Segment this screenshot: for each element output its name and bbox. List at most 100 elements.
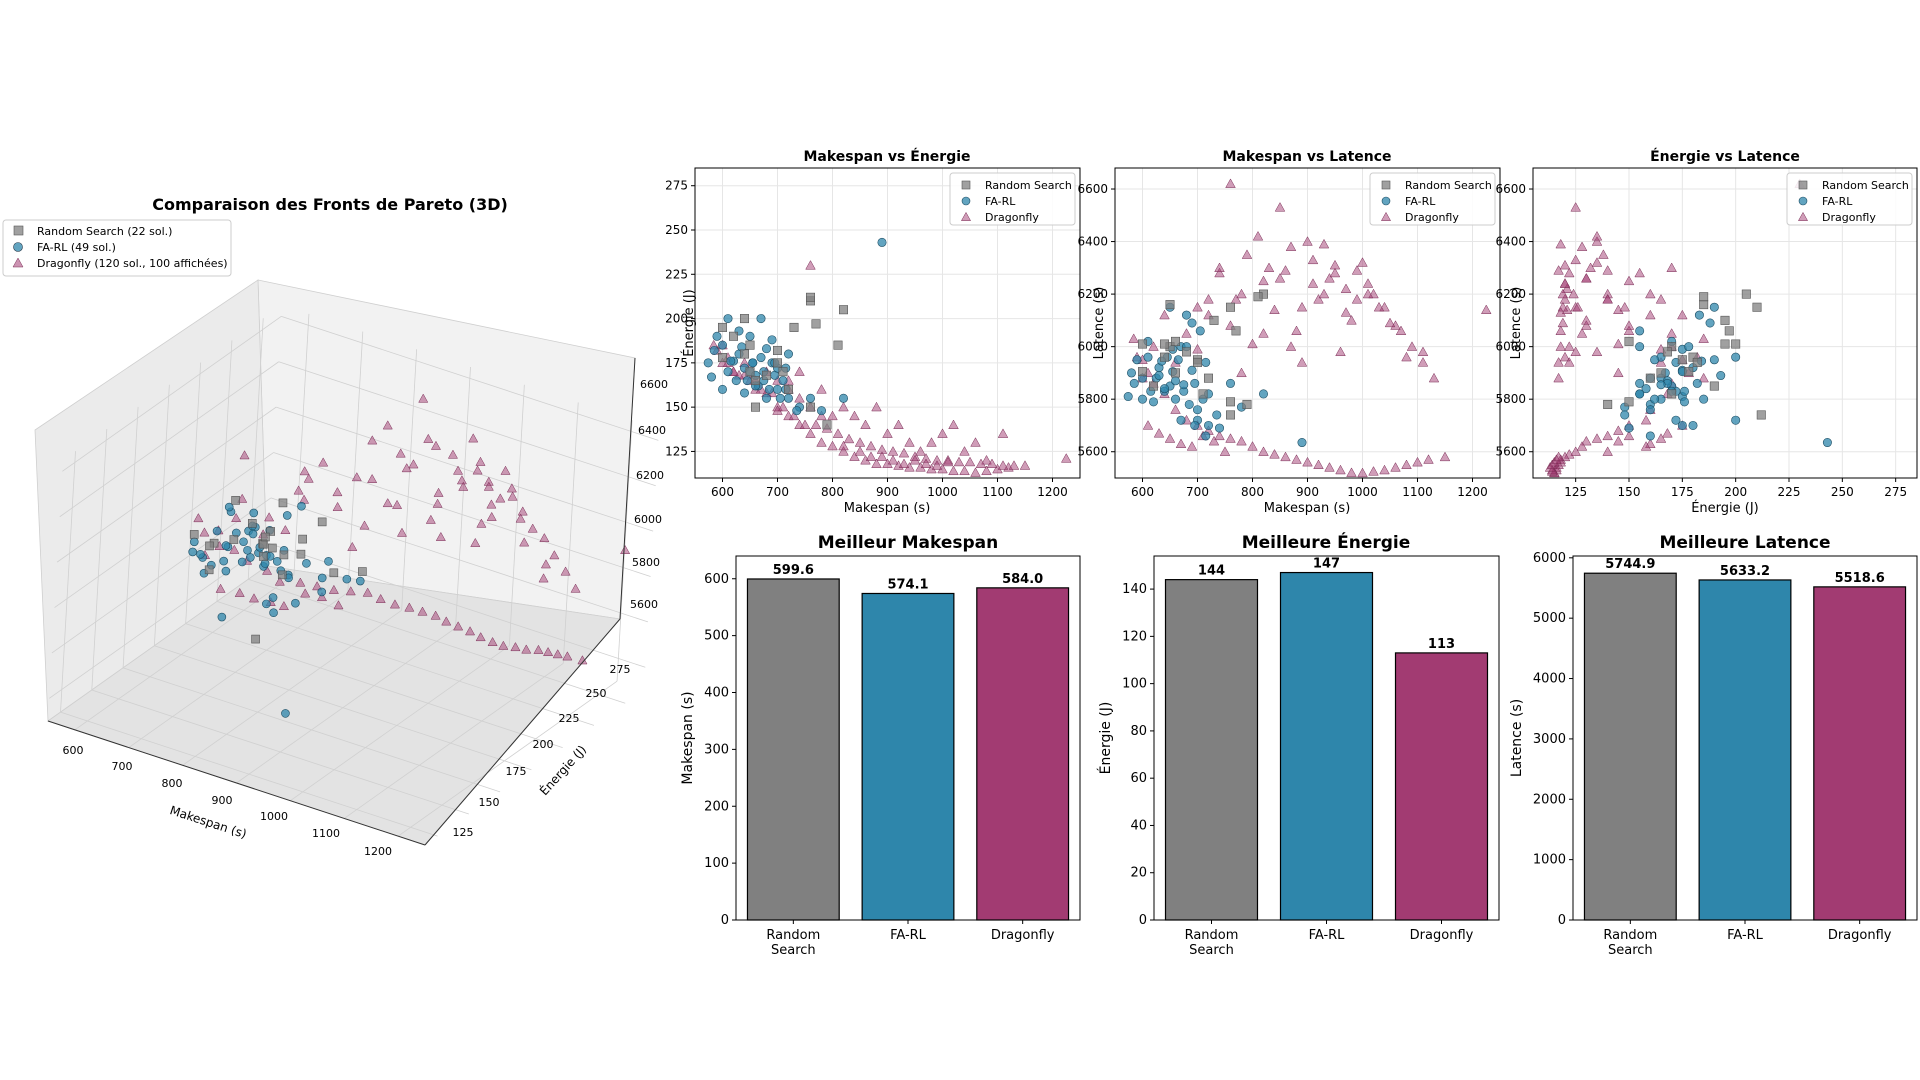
pareto-3d-legend: Random Search (22 sol.) FA-RL (49 sol.) … xyxy=(2,219,232,277)
dragonfly-point xyxy=(332,501,343,511)
x-tick-label: 175 xyxy=(1671,485,1694,499)
random-search-point xyxy=(1149,381,1159,391)
y-axis-label: Latence (s) xyxy=(1509,699,1525,777)
grid-line xyxy=(248,578,626,704)
grid-line xyxy=(236,627,456,784)
grid-line xyxy=(153,384,170,646)
fa-rl-point xyxy=(1692,378,1702,388)
fa-rl-point xyxy=(1709,355,1719,365)
fa-rl-point xyxy=(742,376,752,386)
random-search-point xyxy=(811,319,821,329)
dragonfly-point xyxy=(1318,238,1330,249)
scatter-points xyxy=(1544,178,1832,478)
dragonfly-point xyxy=(1307,254,1319,265)
dragonfly-point xyxy=(865,451,877,461)
y-tick-label: 6000 xyxy=(1533,551,1566,566)
random-search-point xyxy=(261,532,270,542)
dragonfly-point xyxy=(1598,249,1609,259)
dragonfly-point xyxy=(430,610,441,620)
pareto-3d-z-ticks: 5600 5800 6000 6200 6400 6600 xyxy=(630,378,668,611)
dragonfly-point xyxy=(472,465,483,475)
dragonfly-point xyxy=(827,410,838,421)
y-tick-label: 0 xyxy=(1558,913,1566,928)
dragonfly-point xyxy=(1280,265,1291,275)
dragonfly-point xyxy=(1581,315,1592,325)
random-search-point xyxy=(204,565,214,575)
dragonfly-point xyxy=(1613,435,1624,446)
pareto-3d-legend-dragonfly: Dragonfly (120 sol., 100 affichées) xyxy=(37,257,228,270)
pareto-3d-y-tick: 225 xyxy=(559,712,580,725)
fa-rl-point xyxy=(1688,420,1698,430)
y-tick-label: 175 xyxy=(665,356,688,370)
dragonfly-point xyxy=(805,260,816,270)
pareto-3d-y-ticks: 125 150 175 200 225 250 275 xyxy=(453,663,631,839)
dragonfly-point xyxy=(953,456,965,467)
meilleur-makespan-chart: Meilleur Makespan Makespan (s) 0 100 200 30… xyxy=(680,533,1081,958)
fa-rl-point xyxy=(1699,394,1709,404)
dragonfly-point xyxy=(299,466,310,476)
fa-rl-point xyxy=(1204,420,1214,430)
dragonfly-point xyxy=(948,465,959,476)
dragonfly-point xyxy=(362,587,373,597)
y-tick-label: 80 xyxy=(1130,724,1147,739)
dragonfly-point xyxy=(521,644,532,654)
fa-rl-point xyxy=(1132,355,1142,365)
x-tick-label: 800 xyxy=(1241,485,1264,499)
plot-border xyxy=(1114,167,1501,479)
dragonfly-point xyxy=(1613,338,1624,349)
random-search-point xyxy=(1603,399,1613,409)
dragonfly-point xyxy=(1357,467,1368,478)
dragonfly-point xyxy=(1269,449,1280,459)
dragonfly-point xyxy=(1285,241,1297,251)
dragonfly-point xyxy=(1219,446,1231,456)
dragonfly-point xyxy=(838,446,849,456)
dragonfly-point xyxy=(964,456,976,467)
legend-label: Dragonfly xyxy=(985,211,1039,224)
y-axis-label: Énergie (J) xyxy=(681,289,697,357)
dragonfly-point xyxy=(1585,262,1596,272)
dragonfly-point xyxy=(515,513,526,523)
x-tick-label: 1100 xyxy=(982,485,1013,499)
x-tick-label: 250 xyxy=(1831,485,1854,499)
dragonfly-point xyxy=(328,584,339,594)
fa-rl-point xyxy=(709,345,719,355)
fa-rl-point xyxy=(1184,399,1194,409)
legend-box xyxy=(1369,172,1496,226)
y-tick-label: 500 xyxy=(704,629,729,644)
fa-rl-point xyxy=(1226,378,1236,388)
random-search-point xyxy=(1692,357,1702,367)
dragonfly-point xyxy=(970,437,981,447)
dragonfly-point xyxy=(495,493,506,503)
dragonfly-point xyxy=(1591,433,1603,443)
dragonfly-point xyxy=(347,541,358,551)
pareto-3d-x-tick: 600 xyxy=(63,744,84,757)
y-tick-label: 3000 xyxy=(1533,732,1566,747)
dragonfly-point xyxy=(447,449,458,459)
dragonfly-point xyxy=(441,616,452,626)
dragonfly-point xyxy=(1269,304,1280,314)
dragonfly-point xyxy=(865,440,877,451)
y-tick-label: 5800 xyxy=(1495,392,1526,406)
dragonfly-point xyxy=(1203,294,1214,304)
dragonfly-point xyxy=(1401,459,1412,469)
dragonfly-point xyxy=(389,599,400,609)
dragonfly-point xyxy=(1313,459,1324,469)
pareto-3d-x-ticks: 600 700 800 900 1000 1100 1200 xyxy=(63,744,393,858)
dragonfly-point xyxy=(1619,301,1630,312)
fa-rl-point xyxy=(1635,389,1645,399)
pareto-3d-x-tick: 1200 xyxy=(364,845,392,858)
dragonfly-point xyxy=(1640,441,1652,451)
pareto-3d-title: Comparaison des Fronts de Pareto (3D) xyxy=(152,195,508,214)
pareto-3d-x-axis xyxy=(47,720,426,846)
dragonfly-point xyxy=(816,410,827,421)
dragonfly-point xyxy=(1559,294,1571,304)
dragonfly-point xyxy=(1291,454,1302,464)
random-search-point xyxy=(750,376,760,386)
dragonfly-point xyxy=(1302,236,1313,246)
dragonfly-point xyxy=(519,537,530,547)
fa-rl-point xyxy=(1709,302,1719,312)
dragonfly-point xyxy=(799,419,811,429)
y-tick-label: 6400 xyxy=(1495,235,1526,249)
legend-square-marker xyxy=(13,225,24,236)
dragonfly-point xyxy=(1368,466,1379,476)
